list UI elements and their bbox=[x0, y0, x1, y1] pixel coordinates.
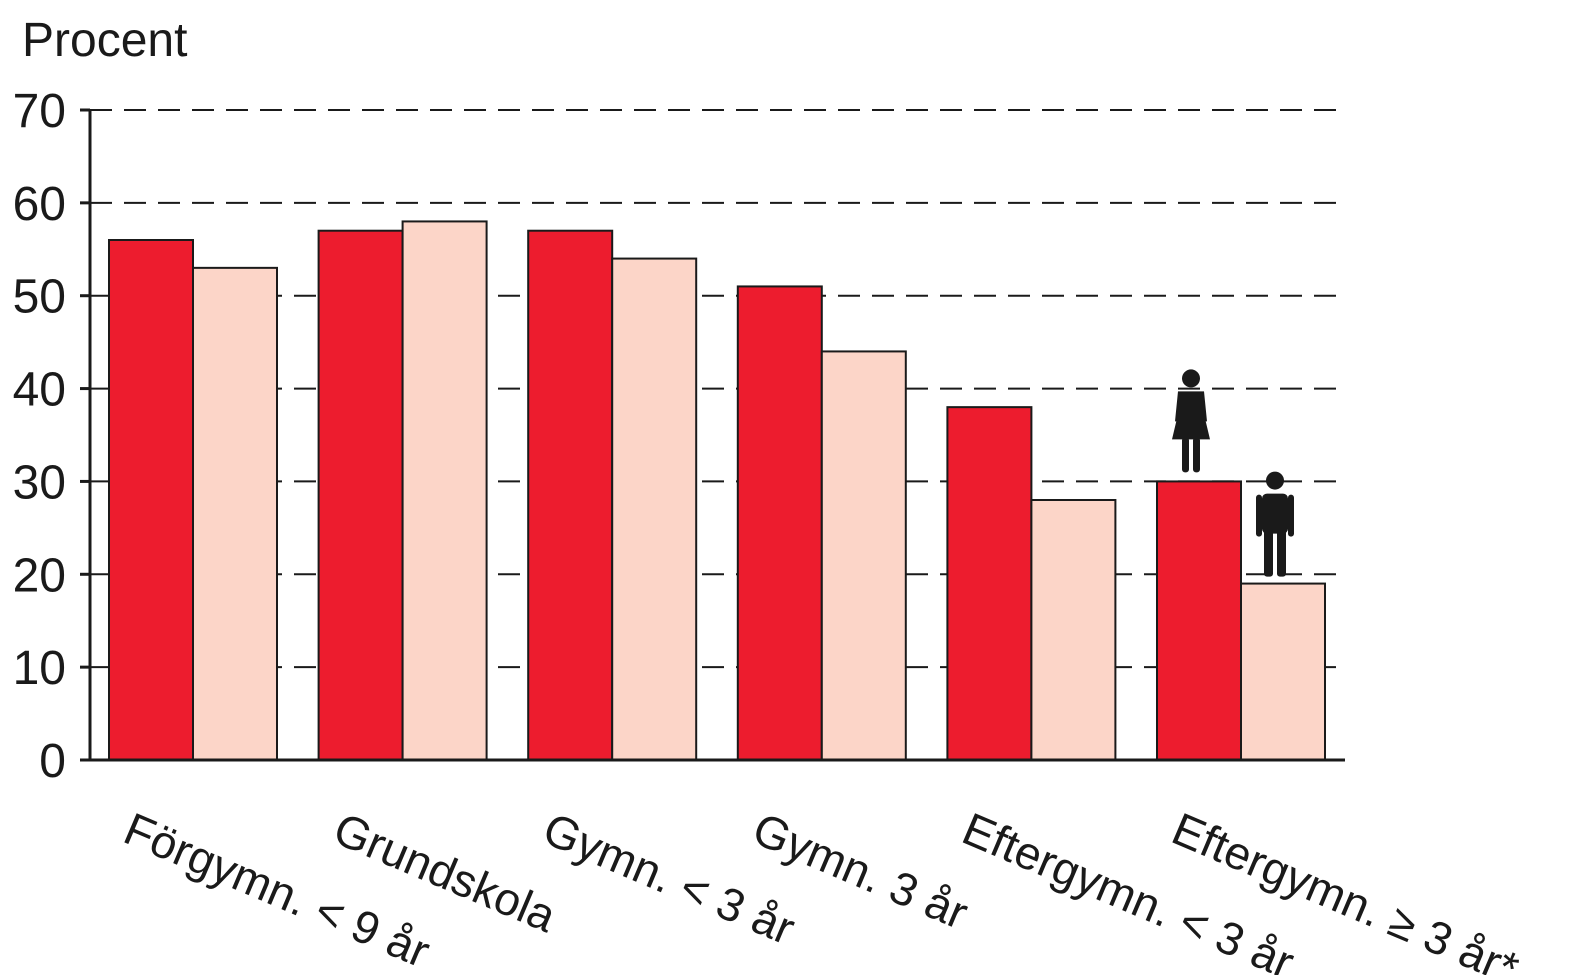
bars bbox=[108, 220, 1326, 761]
x-tick-label: Eftergymn. < 3 år bbox=[955, 802, 1301, 975]
bar-male bbox=[611, 257, 698, 761]
bar-male bbox=[1030, 499, 1117, 761]
y-tick-label: 0 bbox=[39, 735, 66, 788]
bar-male bbox=[820, 350, 907, 761]
y-axis-label: Procent bbox=[22, 14, 187, 67]
y-tick-label: 70 bbox=[13, 85, 66, 138]
bar-male bbox=[1240, 582, 1326, 761]
bar-female bbox=[527, 229, 614, 761]
bar-female bbox=[946, 406, 1033, 761]
bar-female bbox=[317, 229, 404, 761]
y-tick-labels: 0 10 20 30 40 50 60 70 bbox=[13, 85, 66, 788]
y-tick-label: 40 bbox=[13, 364, 66, 417]
bar-male bbox=[192, 266, 278, 761]
female-icon bbox=[1172, 369, 1210, 473]
y-tick-label: 60 bbox=[13, 178, 66, 231]
male-icon bbox=[1256, 471, 1294, 577]
y-tick-label: 30 bbox=[13, 456, 66, 509]
bar-female bbox=[1156, 480, 1242, 761]
legend-icons bbox=[1172, 369, 1294, 577]
bar-female bbox=[108, 239, 194, 761]
y-tick-label: 10 bbox=[13, 642, 66, 695]
y-tick-label: 50 bbox=[13, 271, 66, 324]
bar-female bbox=[736, 285, 823, 761]
y-tick-label: 20 bbox=[13, 549, 66, 602]
gridlines bbox=[90, 109, 1345, 669]
bar-male bbox=[401, 220, 488, 761]
axes bbox=[80, 108, 1345, 762]
